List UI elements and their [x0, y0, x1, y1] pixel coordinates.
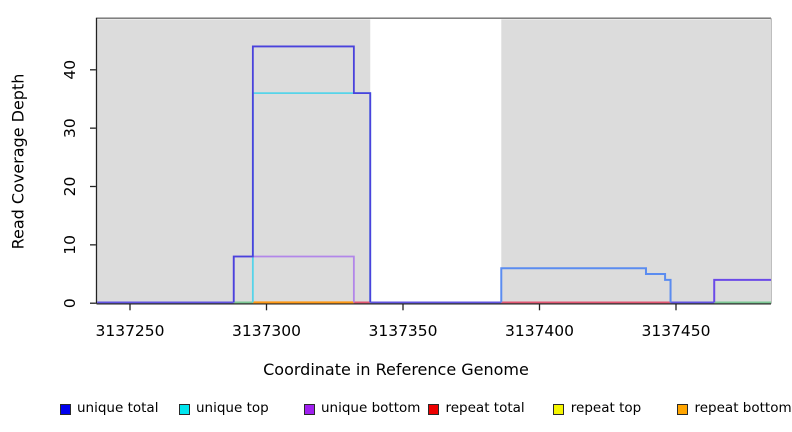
legend-label: unique top [196, 400, 269, 416]
y-tick-label: 40 [61, 60, 79, 80]
y-tick-label: 10 [61, 235, 79, 255]
legend-label: unique bottom [321, 400, 421, 416]
x-tick-label: 3137450 [641, 322, 710, 340]
series-line-unique-total-peak [232, 45, 372, 303]
legend-item-unique-total [59, 401, 71, 417]
series-line-unique-far-right [713, 278, 771, 303]
legend-swatch-repeat-bottom [677, 403, 688, 415]
y-tick-label: 30 [61, 118, 79, 138]
legend-label: repeat top [570, 400, 642, 416]
shaded-region [501, 19, 771, 304]
x-tick-label: 3137300 [232, 322, 301, 340]
legend-item-repeat-total [428, 401, 439, 417]
legend-swatch-unique-bottom [303, 403, 315, 415]
legend-swatch-repeat-top [553, 403, 565, 415]
legend-item-repeat-top [553, 401, 565, 417]
x-tick-label: 3137400 [505, 322, 574, 340]
y-tick-label: 20 [61, 177, 79, 197]
x-tick-label: 3137350 [368, 322, 437, 340]
legend-swatch-repeat-total [428, 403, 439, 415]
y-tick-label: 0 [61, 298, 79, 308]
legend-label: unique total [77, 400, 159, 416]
series-line-unique-right-block [500, 267, 672, 303]
legend-item-repeat-bottom [677, 401, 688, 417]
x-axis-title: Coordinate in Reference Genome [263, 360, 529, 379]
x-tick-label: 3137250 [95, 322, 164, 340]
legend-swatch-unique-top [178, 403, 190, 415]
y-axis-title: Read Coverage Depth [8, 73, 28, 250]
legend-item-unique-top [178, 401, 190, 417]
legend-swatch-unique-total [59, 403, 71, 415]
legend-item-unique-bottom [303, 401, 315, 417]
legend-label: repeat total [445, 400, 525, 416]
legend-label: repeat bottom [694, 400, 792, 416]
